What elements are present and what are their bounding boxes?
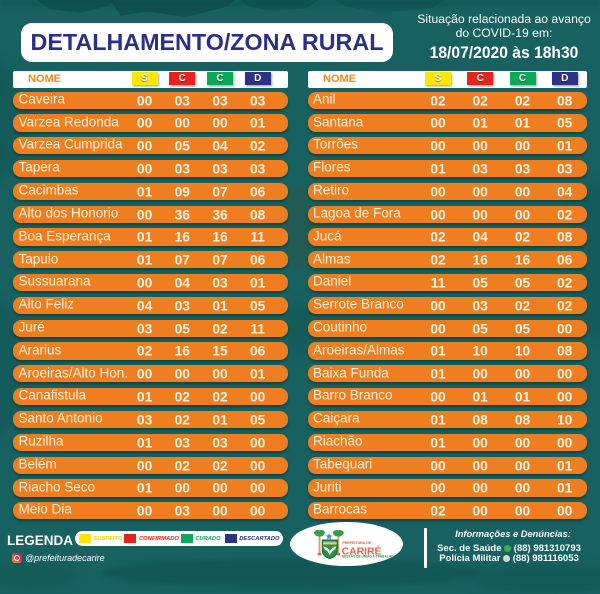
svg-text:GESTÃO DE UNIÃO E TRABALHO: GESTÃO DE UNIÃO E TRABALHO	[342, 554, 394, 559]
svg-text:CARIRÉ: CARIRÉ	[342, 545, 382, 558]
svg-text:PREFEITURA DE: PREFEITURA DE	[342, 541, 371, 545]
